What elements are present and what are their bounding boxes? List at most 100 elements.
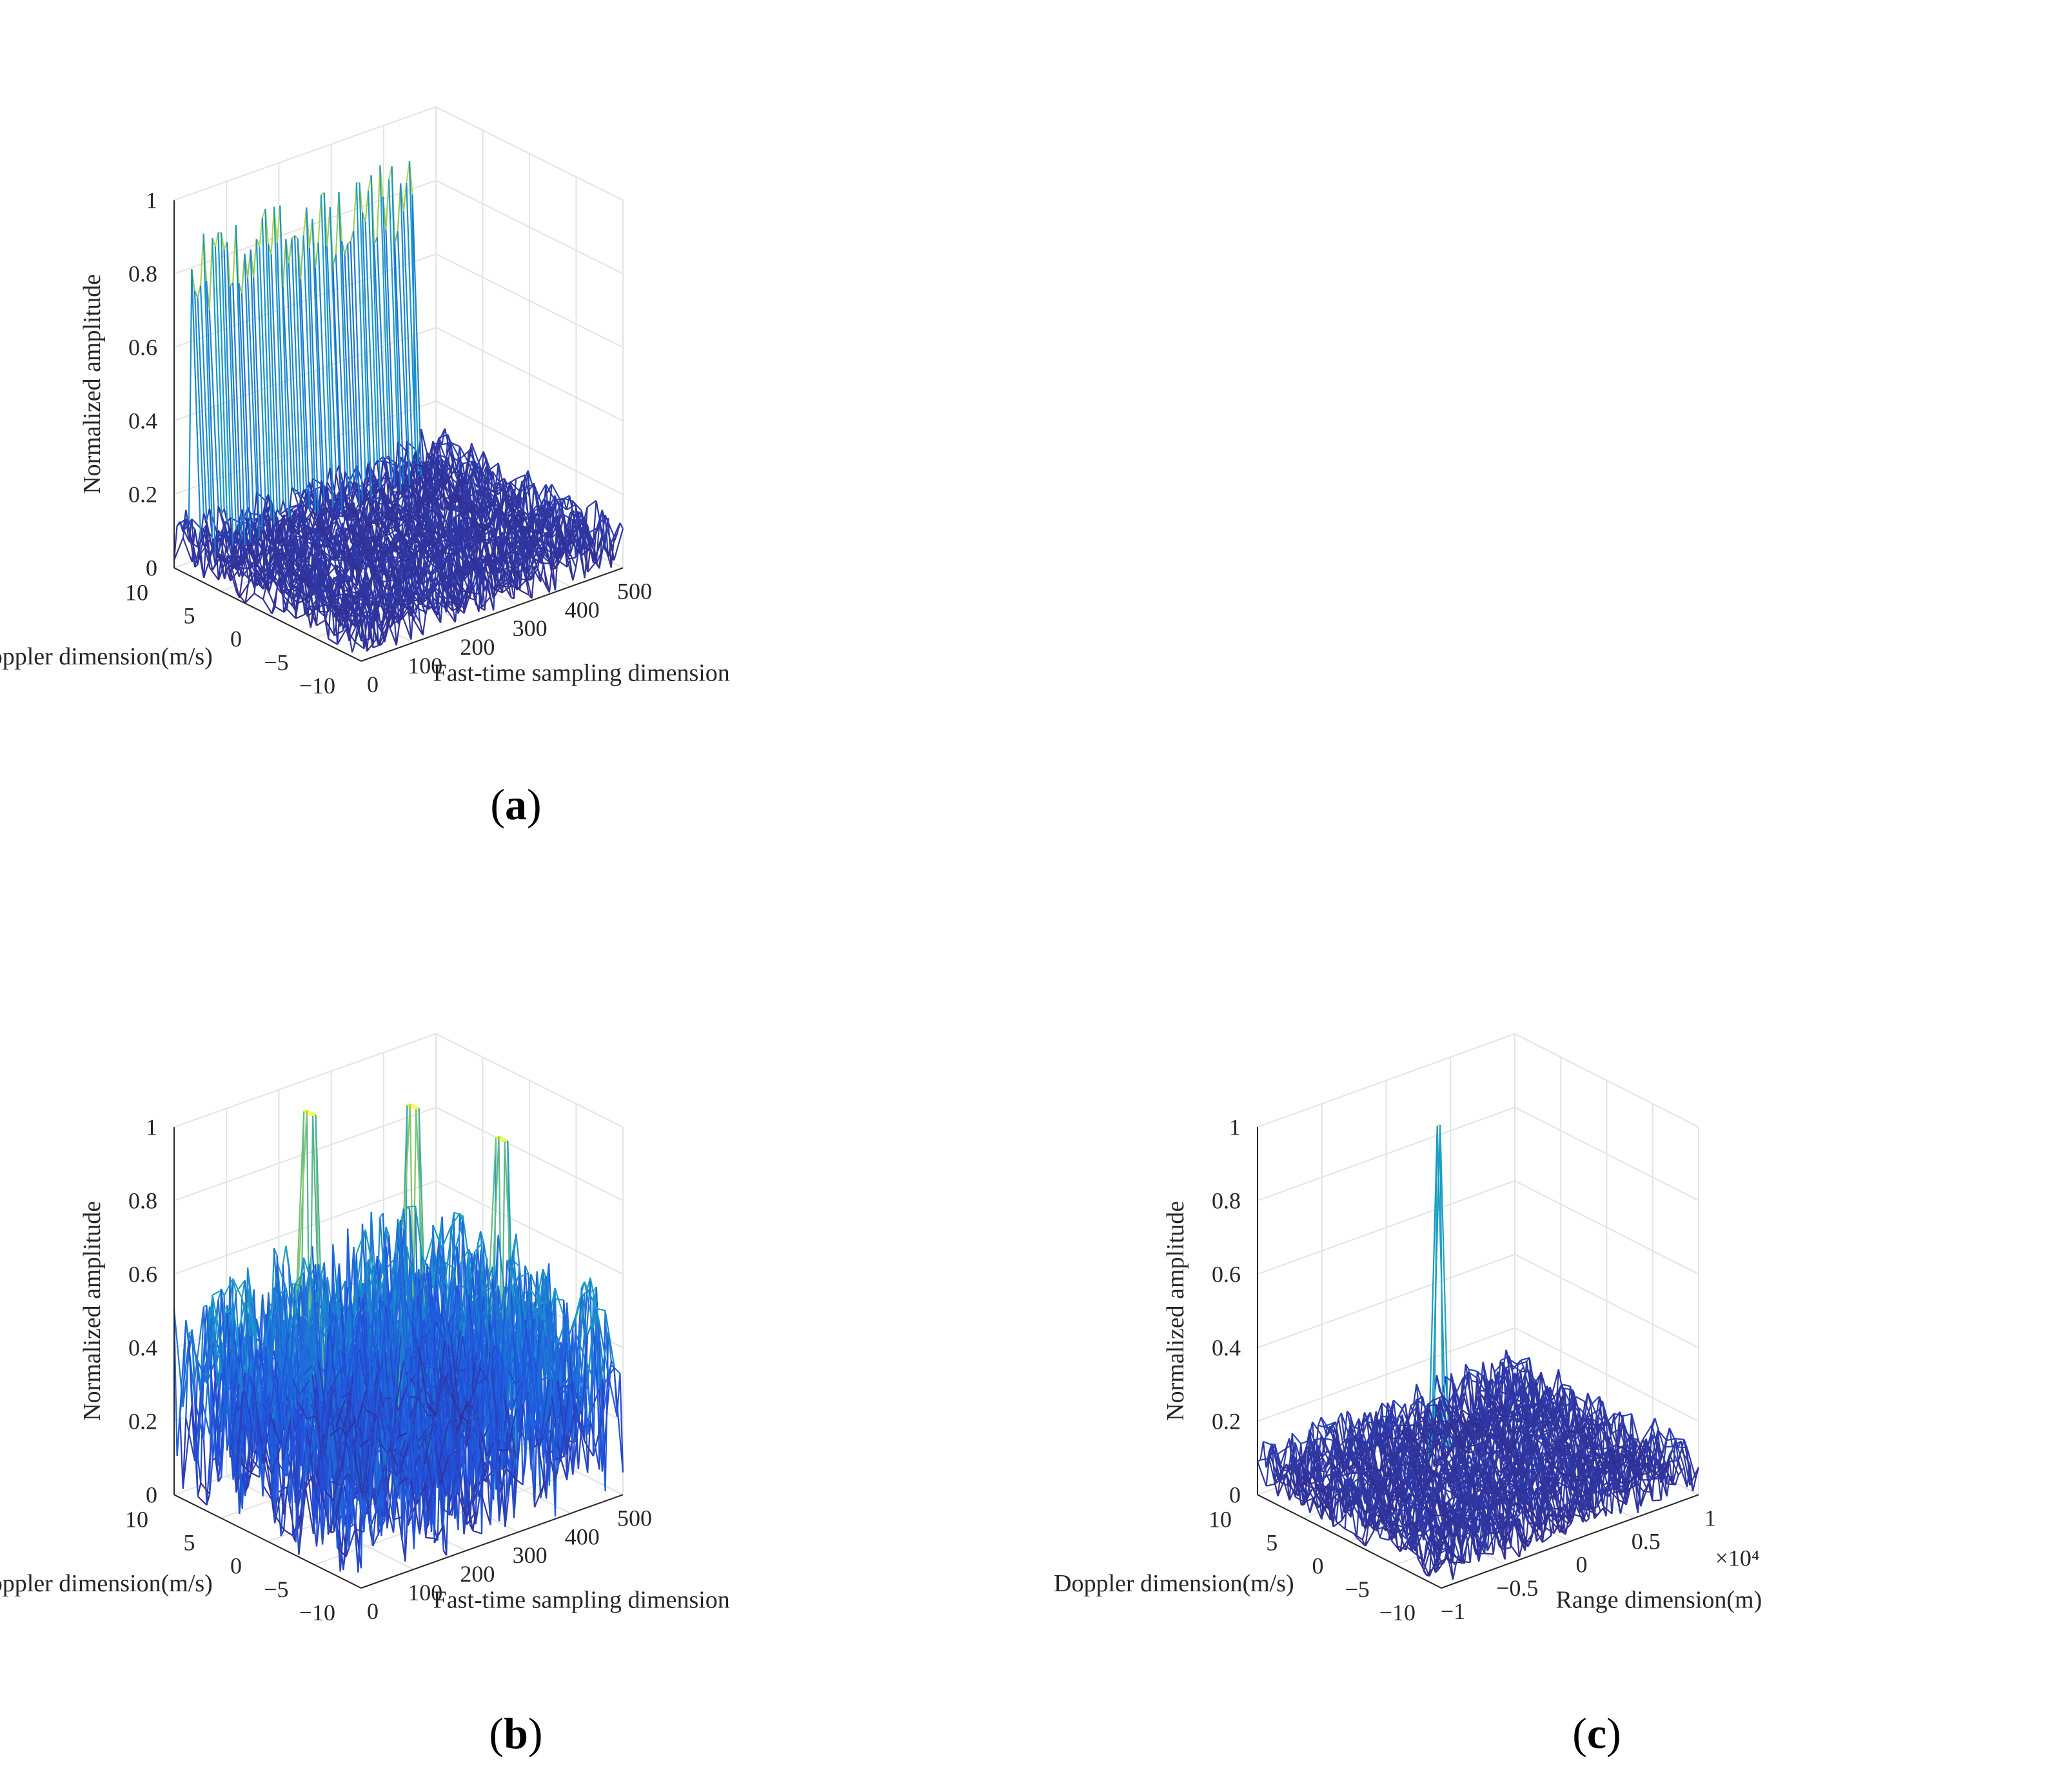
surface-segment (403, 451, 408, 461)
surface-segment (525, 578, 530, 595)
surface-segment (176, 518, 187, 527)
x-tick-label: 200 (460, 634, 495, 660)
surface-segment (357, 617, 368, 622)
surface-segment (188, 519, 193, 542)
surface-segment (295, 613, 305, 619)
surface-segment (363, 617, 368, 649)
z-tick-label: 0.2 (128, 481, 157, 507)
surface-segment (188, 269, 193, 528)
surface-segment (179, 521, 190, 542)
surface-segment (393, 606, 397, 646)
surface-segment (593, 542, 598, 562)
surface-segment (241, 561, 246, 577)
y-tick-label: −5 (264, 650, 288, 675)
surface-segment (319, 610, 329, 613)
surface-segment (262, 599, 273, 615)
surface-segment (572, 567, 577, 581)
surface-segment (554, 547, 559, 591)
surface-segment (270, 206, 275, 255)
surface-segment (433, 577, 439, 615)
surface-segment (300, 279, 311, 510)
surface-segment (333, 594, 339, 645)
y-axis-label: Doppler dimension(m/s) (0, 643, 213, 670)
x-axis-label: Fast-time sampling dimension (433, 659, 730, 686)
surface-segment (194, 529, 205, 579)
surface-segment (540, 562, 549, 564)
surface-segment (607, 518, 612, 568)
surface-segment (239, 583, 249, 599)
grid-line (173, 1033, 437, 1128)
surface-segment (410, 599, 420, 602)
z-tick-label: 0 (146, 555, 157, 581)
x-tick-label: 400 (565, 597, 600, 622)
surface-segment (500, 478, 506, 510)
surface-segment (208, 238, 213, 310)
y-tick-label: 5 (184, 603, 195, 629)
surface-segment (422, 612, 427, 635)
surface-segment (619, 522, 624, 530)
surface-segment (230, 517, 240, 523)
surface-segment (372, 643, 382, 649)
surface-segment (409, 562, 415, 591)
surface-segment (185, 519, 190, 542)
panel-b: 0100200300400500−10−5051000.20.40.60.81F… (0, 1033, 730, 1625)
z-axis-label: Normalized amplitude (79, 274, 106, 494)
y-tick-label: 0 (230, 626, 242, 652)
surface-segment (385, 179, 390, 230)
surface-segment (300, 235, 304, 279)
surface-segment (209, 567, 219, 581)
surface-segment (515, 474, 526, 480)
surface-mesh (173, 1103, 624, 1573)
surface-segment (386, 576, 391, 599)
panel-a: 0100200300400500−10−5051000.20.40.60.81F… (0, 106, 730, 699)
surface-segment (217, 555, 228, 581)
surface-segment (202, 1439, 208, 1506)
surface-segment (282, 239, 287, 287)
surface-segment (377, 522, 382, 537)
surface-segment (274, 553, 284, 555)
surface-segment (353, 183, 357, 231)
y-tick-label: −10 (299, 673, 335, 699)
surface-segment (351, 621, 362, 653)
surface-segment (282, 1246, 287, 1265)
surface-segment (542, 548, 548, 557)
surface-segment (182, 518, 193, 533)
surface-segment (226, 555, 232, 581)
surface-segment (437, 603, 442, 623)
surface-segment (239, 577, 243, 598)
surface-segment (395, 624, 400, 646)
surface-segment (403, 461, 408, 498)
surface-segment (286, 608, 297, 619)
z-tick-label: 0.8 (128, 261, 157, 286)
surface-segment (412, 466, 422, 468)
surface-segment (253, 593, 264, 601)
surface-segment (191, 518, 202, 529)
surface-segment (587, 500, 597, 508)
surface-segment (562, 498, 567, 510)
surface-segment (337, 628, 347, 645)
surface-segment (428, 579, 438, 582)
surface-segment (274, 606, 284, 613)
surface-segment (309, 517, 313, 528)
surface-segment (448, 578, 453, 611)
surface-segment (355, 641, 365, 650)
surface-segment (435, 441, 440, 477)
y-tick-label: 10 (125, 579, 148, 605)
z-tick-label: 1 (146, 187, 157, 213)
surface-segment (480, 539, 490, 541)
surface-segment (457, 590, 462, 606)
grid-line (173, 106, 437, 201)
surface-segment (402, 441, 408, 485)
surface-segment (510, 552, 520, 555)
surface-segment (182, 519, 187, 538)
surface-segment (248, 570, 258, 584)
surface-segment (342, 580, 352, 583)
surface-segment (316, 619, 326, 626)
z-tick-label: 0.6 (128, 334, 157, 360)
surface-segment (346, 628, 356, 643)
x-tick-label: 500 (617, 578, 652, 604)
surface-segment (289, 591, 294, 607)
surface-segment (319, 573, 328, 576)
surface-segment (342, 600, 353, 653)
surface-segment (253, 570, 258, 594)
